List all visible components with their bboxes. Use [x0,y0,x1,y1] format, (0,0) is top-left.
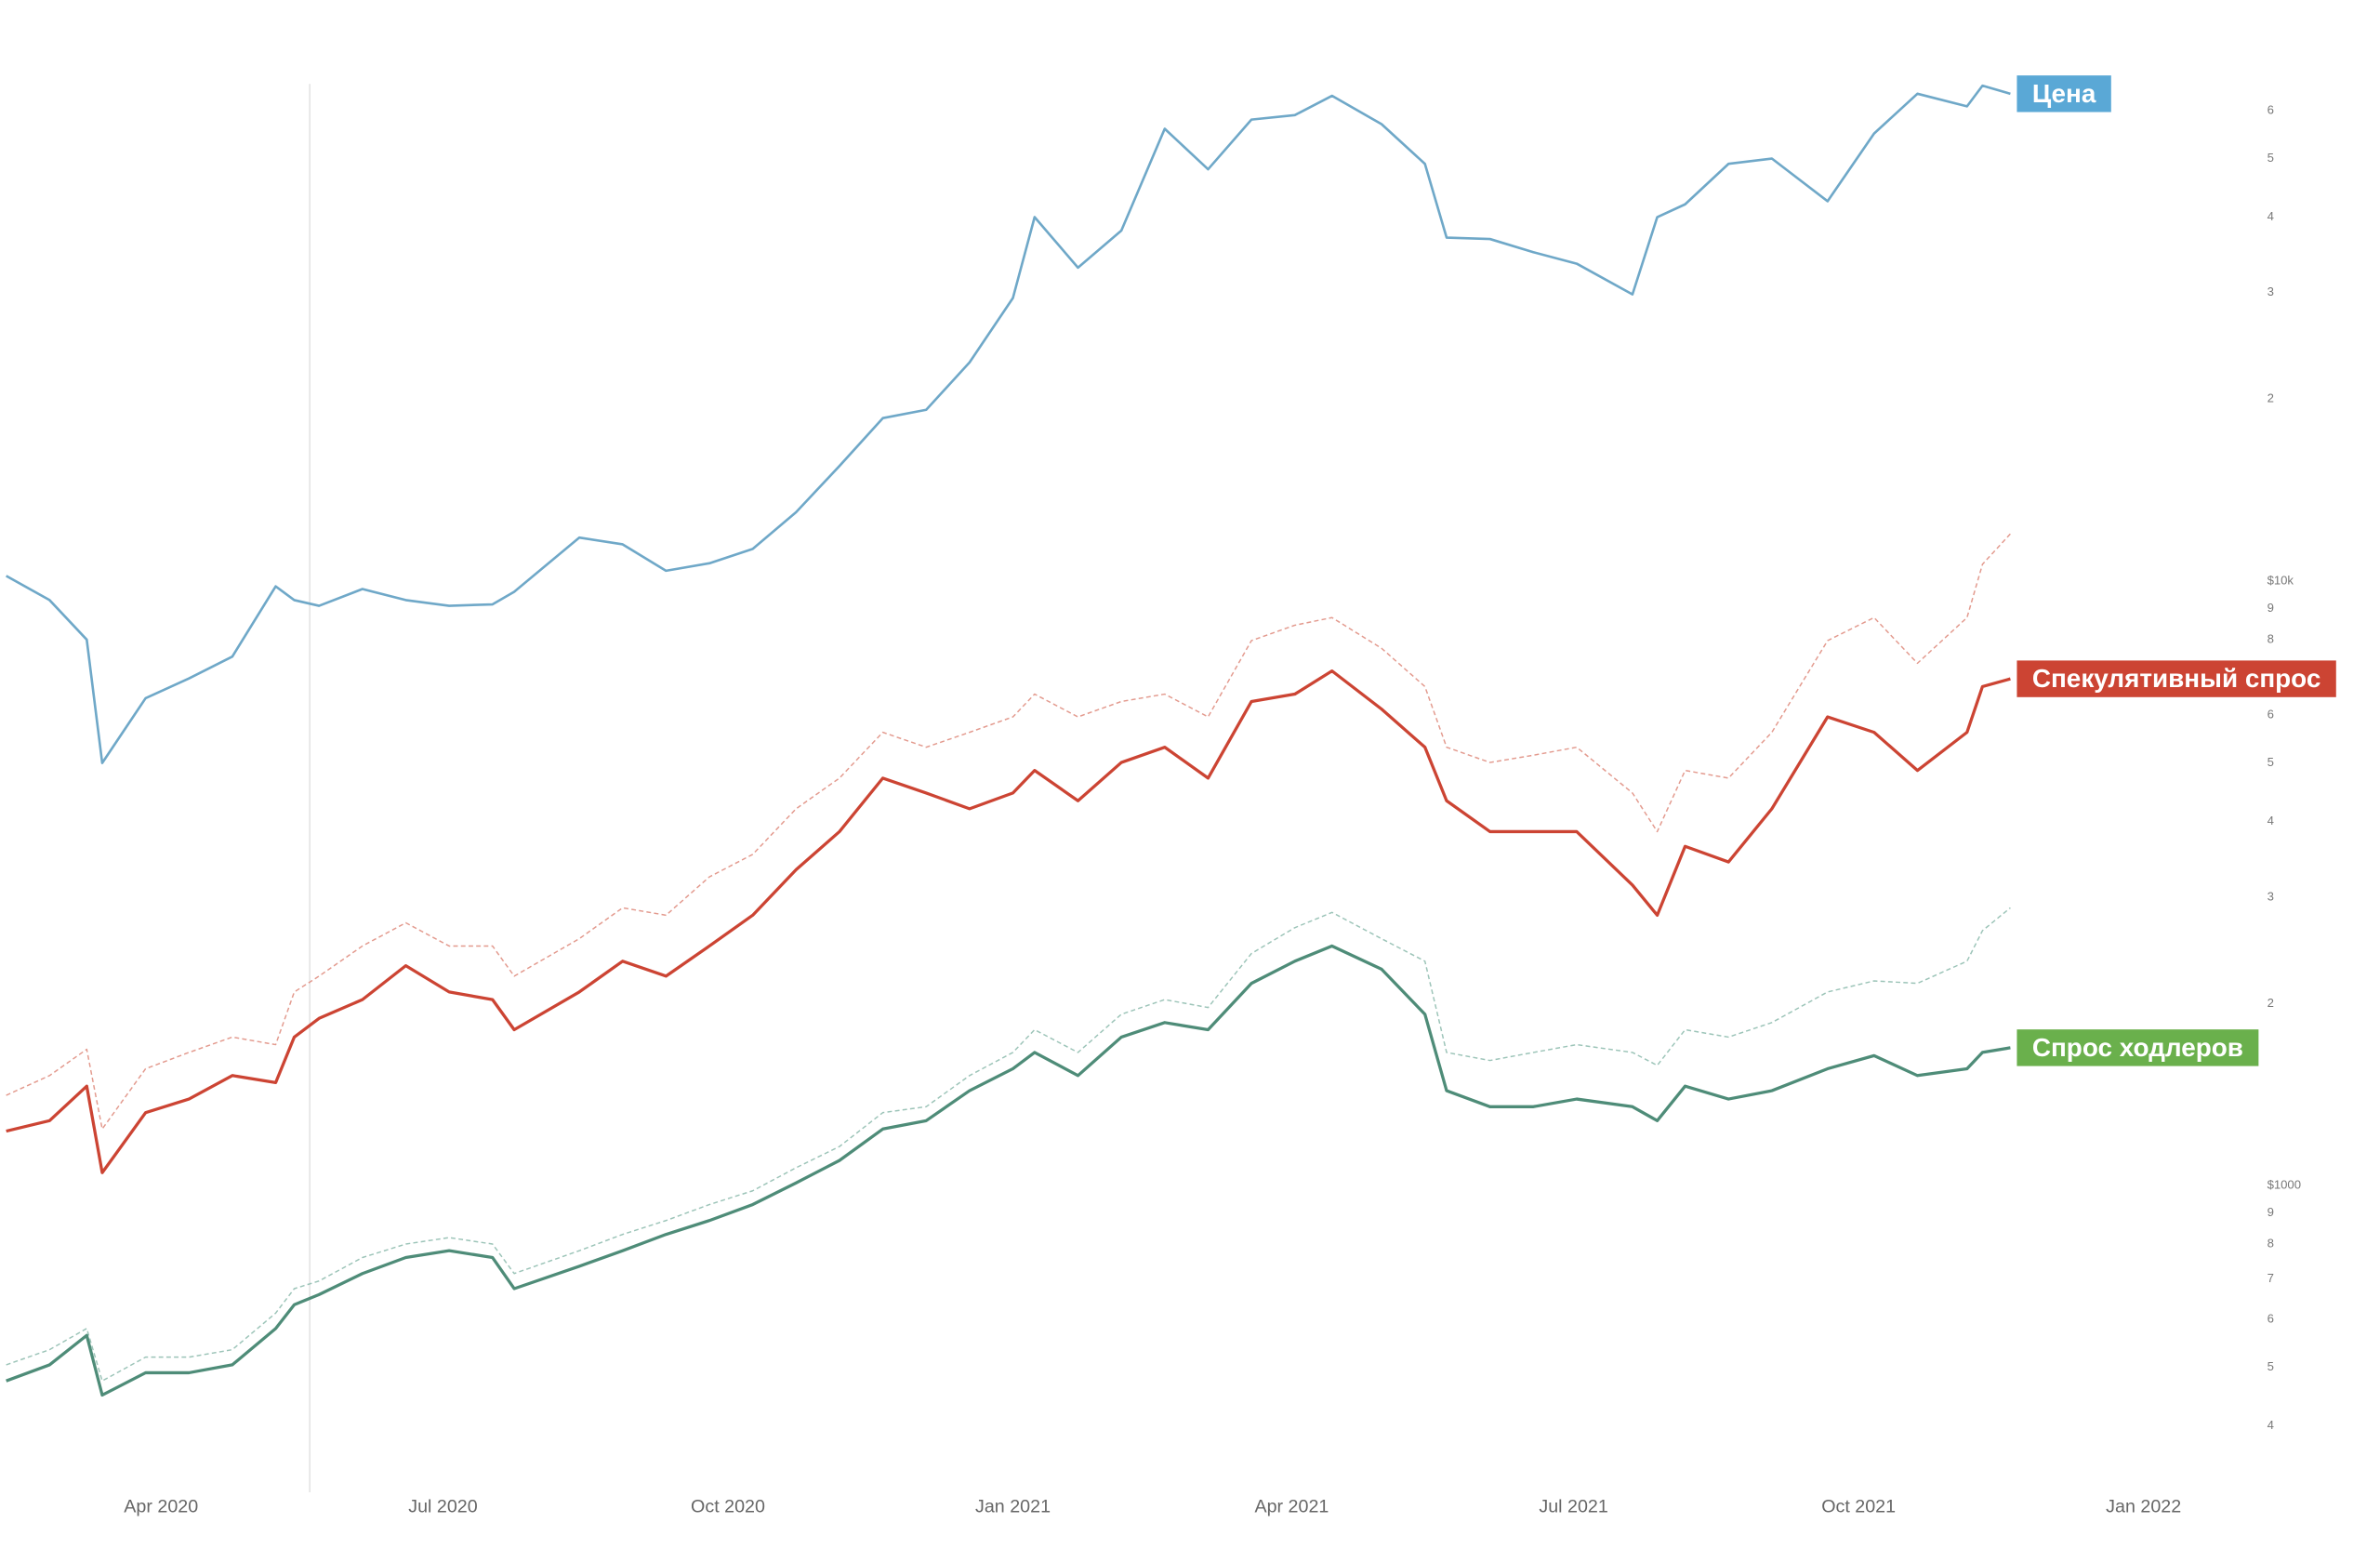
x-tick-label: Jul 2020 [408,1496,477,1516]
series-label: Спекулятивный спрос [2016,660,2336,697]
y-tick-label: 3 [2268,889,2274,903]
x-tick-label: Oct 2021 [1821,1496,1896,1516]
label-box [2016,660,2336,697]
y-tick-label: 2 [2268,391,2274,405]
y-tick-label: $1000 [2268,1177,2301,1191]
y-tick-label: 5 [2268,1359,2274,1373]
series-line [6,669,2011,1174]
y-tick-label: 6 [2268,1312,2274,1326]
y-tick-label: 7 [2268,1271,2274,1285]
y-tick-label: 4 [2268,209,2274,223]
label-box [2016,75,2111,113]
y-tick-label: 9 [2268,1205,2274,1219]
series-label: Спрос ходлеров [2016,1029,2259,1066]
y-tick-label: 9 [2268,601,2274,615]
y-tick-label: 4 [2268,1418,2274,1432]
series-label: Цена [2016,75,2111,113]
x-tick-label: Apr 2021 [1254,1496,1329,1516]
x-tick-label: Apr 2020 [124,1496,198,1516]
y-tick-label: 2 [2268,996,2274,1010]
legend-label: Спрос ходлеров [2032,1033,2243,1062]
y-tick-label: 8 [2268,631,2274,645]
x-tick-label: Oct 2020 [691,1496,765,1516]
series-line [6,84,2011,764]
y-tick-label: 6 [2268,103,2274,117]
series-line [6,944,2011,1397]
y-tick-label: 3 [2268,285,2274,298]
y-tick-label: 5 [2268,755,2274,769]
y-tick-label: 6 [2268,708,2274,722]
legend-label: Цена [2032,79,2096,108]
y-tick-label: 4 [2268,814,2274,827]
x-tick-label: Jul 2021 [1539,1496,1607,1516]
x-tick-label: Jan 2022 [2106,1496,2181,1516]
dashed-line [6,533,2011,1131]
y-tick-label: 5 [2268,151,2274,165]
y-tick-label: $10k [2268,573,2294,587]
legend-label: Спекулятивный спрос [2032,664,2321,693]
dashed-line [6,907,2011,1382]
label-box [2016,1029,2259,1066]
y-tick-label: 8 [2268,1236,2274,1250]
x-tick-label: Jan 2021 [975,1496,1051,1516]
